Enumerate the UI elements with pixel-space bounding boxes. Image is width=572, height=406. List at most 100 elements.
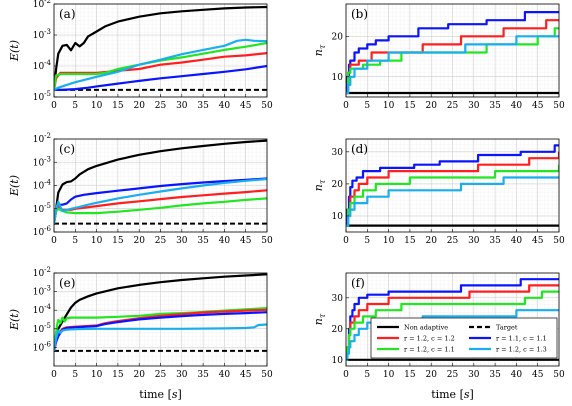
x-tick-label: 40 bbox=[219, 370, 231, 380]
series-r-1-2-c-1-1-line bbox=[54, 197, 267, 224]
panel-label: (e) bbox=[59, 276, 75, 290]
y-tick-label: 10-4 bbox=[33, 303, 52, 316]
x-tick-label: 35 bbox=[489, 236, 501, 246]
legend-label-target: Target bbox=[496, 324, 518, 332]
x-tick-label: 0 bbox=[51, 370, 57, 380]
y-tick-label: 10-4 bbox=[33, 59, 52, 72]
series-r-1-2-c-1-3-line bbox=[346, 176, 559, 227]
series-group bbox=[54, 273, 267, 352]
y-tick-label: 10 bbox=[332, 73, 344, 83]
x-tick-label: 35 bbox=[197, 370, 209, 380]
y-axis-label: E(t) bbox=[8, 175, 21, 197]
y-axis-label: nτ bbox=[312, 44, 327, 56]
x-tick-label: 45 bbox=[532, 101, 544, 111]
x-tick-label: 20 bbox=[133, 101, 145, 111]
x-tick-label: 30 bbox=[176, 101, 188, 111]
x-tick-label: 45 bbox=[240, 370, 252, 380]
x-tick-label: 20 bbox=[425, 236, 437, 246]
series-r-1-2-c-1-1-line bbox=[346, 290, 559, 361]
x-tick-label: 0 bbox=[51, 101, 57, 111]
x-tick-label: 15 bbox=[112, 370, 124, 380]
y-tick-label: 10-2 bbox=[33, 132, 51, 145]
x-tick-label: 5 bbox=[72, 370, 78, 380]
panel-label: (c) bbox=[59, 142, 75, 156]
legend-label-non-adaptive: Non adaptive bbox=[404, 324, 448, 332]
x-tick-label: 0 bbox=[343, 236, 349, 246]
y-axis-label: E(t) bbox=[8, 309, 21, 331]
x-tick-label: 35 bbox=[197, 101, 209, 111]
x-tick-label: 30 bbox=[176, 370, 188, 380]
x-tick-label: 40 bbox=[219, 101, 231, 111]
x-tick-label: 10 bbox=[91, 236, 103, 246]
panel-label: (b) bbox=[351, 7, 368, 21]
series-r-1-2-c-1-3-line bbox=[54, 177, 267, 224]
x-tick-label: 40 bbox=[511, 236, 523, 246]
x-tick-label: 10 bbox=[383, 236, 395, 246]
legend-label-r-1-2-c-1-3: r = 1.2, c = 1.3 bbox=[496, 346, 547, 354]
x-tick-label: 25 bbox=[155, 236, 167, 246]
y-tick-label: 10-3 bbox=[33, 285, 51, 298]
y-axis-label: nτ bbox=[312, 313, 327, 325]
x-tick-label: 15 bbox=[112, 101, 124, 111]
y-tick-label: 10-2 bbox=[33, 266, 51, 279]
y-tick-label: 10 bbox=[332, 212, 344, 222]
x-tick-label: 10 bbox=[91, 370, 103, 380]
x-tick-label: 30 bbox=[468, 101, 480, 111]
x-tick-label: 50 bbox=[553, 370, 565, 380]
y-tick-label: 10-3 bbox=[33, 28, 51, 41]
x-tick-label: 10 bbox=[91, 101, 103, 111]
x-tick-label: 50 bbox=[261, 101, 273, 111]
x-tick-label: 25 bbox=[447, 101, 459, 111]
x-tick-label: 45 bbox=[240, 236, 252, 246]
x-tick-label: 25 bbox=[447, 236, 459, 246]
series-group bbox=[54, 5, 267, 91]
series-r-1-2-c-1-3-line bbox=[54, 38, 267, 91]
y-tick-label: 20 bbox=[332, 325, 344, 335]
legend: Non adaptive Target r = 1.2, c = 1.2 r = 1.… bbox=[370, 317, 558, 359]
y-tick-label: 30 bbox=[332, 294, 344, 304]
y-tick-label: 10-6 bbox=[33, 340, 52, 353]
panel-label: (f) bbox=[351, 276, 365, 290]
series-non-adaptive-line bbox=[54, 139, 267, 224]
series-group bbox=[54, 139, 267, 225]
y-tick-label: 20 bbox=[332, 180, 344, 190]
x-tick-label: 15 bbox=[404, 370, 416, 380]
series-non-adaptive-line bbox=[54, 273, 267, 352]
x-tick-label: 20 bbox=[425, 370, 437, 380]
panel-c: 0 5 10 15 20 25 30 35 40 45 50 10-6 10-5 10-4 10-3 10-2… bbox=[8, 132, 273, 246]
x-tick-label: 40 bbox=[511, 370, 523, 380]
x-tick-label: 50 bbox=[261, 236, 273, 246]
x-tick-label: 25 bbox=[155, 101, 167, 111]
y-tick-label: 10 bbox=[332, 356, 344, 366]
x-tick-label: 30 bbox=[176, 236, 188, 246]
x-tick-label: 45 bbox=[240, 101, 252, 111]
y-axis-label: nτ bbox=[312, 179, 327, 191]
series-group bbox=[346, 11, 559, 95]
x-axis-label: time [s] bbox=[431, 388, 474, 401]
x-tick-label: 50 bbox=[553, 101, 565, 111]
y-tick-label: 10-4 bbox=[33, 179, 52, 192]
x-tick-label: 45 bbox=[532, 370, 544, 380]
series-r-1-2-c-1-1-line bbox=[54, 41, 267, 91]
x-tick-label: 25 bbox=[447, 370, 459, 380]
x-tick-label: 50 bbox=[261, 370, 273, 380]
x-tick-label: 5 bbox=[364, 101, 370, 111]
series-non-adaptive-line bbox=[54, 5, 267, 91]
series-r-1-2-c-1-3-line bbox=[346, 35, 559, 95]
y-tick-label: 10-5 bbox=[33, 202, 51, 215]
legend-label-r-1-2-c-1-2: r = 1.2, c = 1.2 bbox=[404, 335, 455, 343]
panel-label: (a) bbox=[59, 7, 76, 21]
series-r-1-2-c-1-3-line bbox=[54, 323, 267, 352]
x-tick-label: 40 bbox=[219, 236, 231, 246]
x-tick-label: 40 bbox=[511, 101, 523, 111]
x-tick-label: 5 bbox=[72, 101, 78, 111]
panel-e: 0 5 10 15 20 25 30 35 40 45 50 10-6 10-5 10-4 10-3 10-2… bbox=[8, 266, 273, 401]
legend-label-r-1-2-c-1-1: r = 1.2, c = 1.1 bbox=[404, 346, 455, 354]
x-tick-label: 20 bbox=[425, 101, 437, 111]
x-tick-label: 35 bbox=[489, 101, 501, 111]
x-tick-label: 35 bbox=[197, 236, 209, 246]
x-tick-label: 50 bbox=[553, 236, 565, 246]
y-tick-label: 10-6 bbox=[33, 225, 52, 238]
y-axis-label: E(t) bbox=[8, 40, 21, 62]
